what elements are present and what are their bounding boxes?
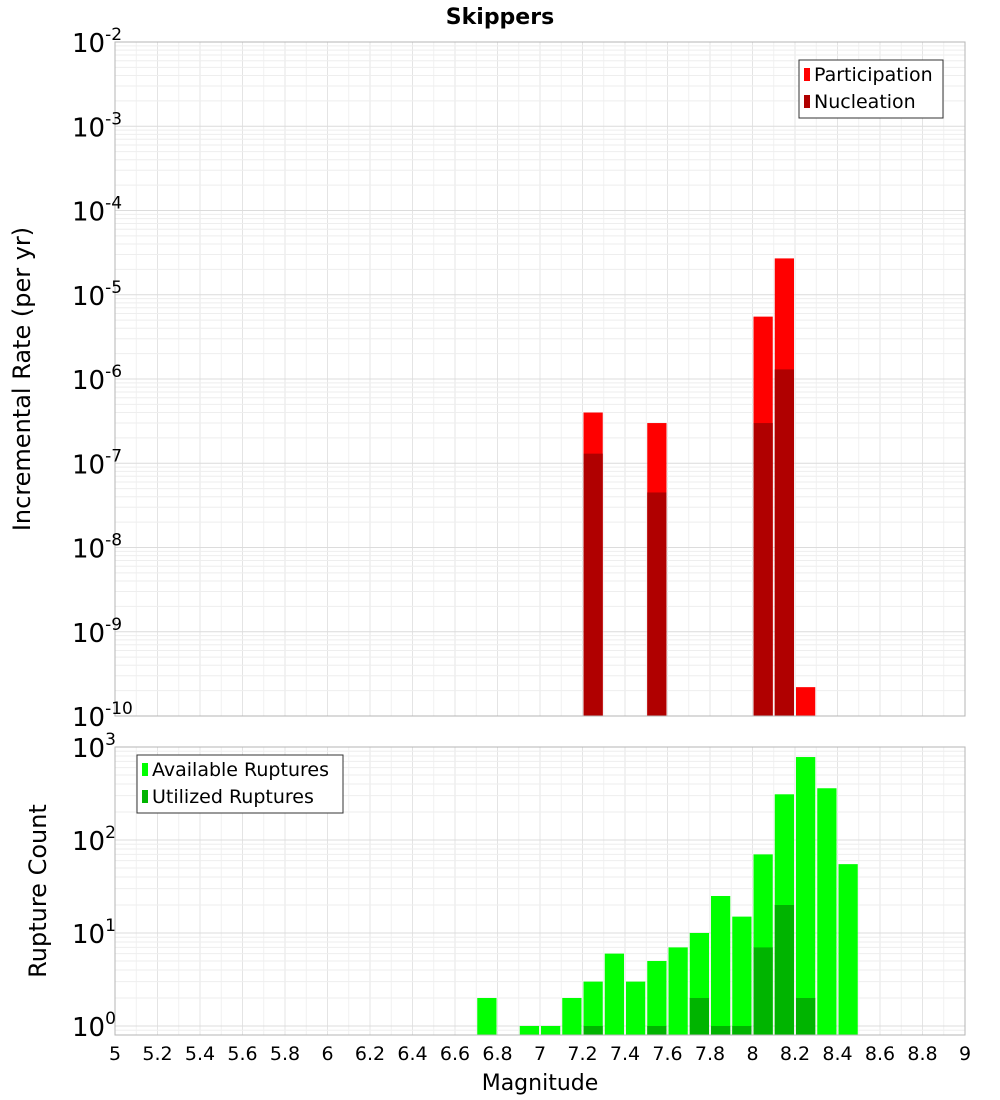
y-tick-label: 10-7 bbox=[72, 446, 122, 480]
bar-utilized-ruptures bbox=[796, 997, 816, 1035]
x-tick-label: 8.8 bbox=[907, 1043, 937, 1065]
legend-swatch bbox=[142, 790, 148, 803]
y-tick-label: 10-5 bbox=[72, 278, 122, 312]
bottom-panel: 103 102 101 100 Rupture Count Available Ruptu… bbox=[24, 730, 966, 1043]
bar-available-ruptures bbox=[519, 1025, 539, 1035]
y-tick-label: 101 bbox=[72, 916, 116, 950]
x-tick-label: 6.2 bbox=[355, 1043, 385, 1065]
bar-available-ruptures bbox=[711, 895, 731, 1035]
y-axis-label: Incremental Rate (per yr) bbox=[8, 227, 36, 531]
legend-box bbox=[798, 59, 944, 119]
y-tick-label: 103 bbox=[72, 730, 116, 764]
bar-utilized-ruptures bbox=[753, 947, 773, 1035]
bar-utilized-ruptures bbox=[583, 1025, 603, 1035]
x-tick-label: 7.4 bbox=[610, 1043, 640, 1065]
y-tick-label: 10-10 bbox=[72, 699, 133, 733]
x-tick-label: 5.6 bbox=[227, 1043, 257, 1065]
x-tick-label: 8.4 bbox=[822, 1043, 852, 1065]
plot-frame bbox=[114, 41, 966, 717]
legend-box bbox=[136, 754, 344, 814]
bar-nucleation bbox=[647, 492, 667, 716]
x-tick-label: 6 bbox=[321, 1043, 333, 1065]
bar-nucleation bbox=[753, 423, 773, 716]
bar-utilized-ruptures bbox=[689, 997, 709, 1035]
x-tick-label: 6.4 bbox=[397, 1043, 427, 1065]
y-tick-label: 10-2 bbox=[72, 25, 122, 59]
legend: Participation Nucleation bbox=[798, 59, 944, 119]
y-tick-label: 100 bbox=[72, 1009, 116, 1043]
y-tick-label: 10-8 bbox=[72, 531, 122, 565]
x-tick-label: 5.4 bbox=[185, 1043, 215, 1065]
bar-utilized-ruptures bbox=[732, 1025, 752, 1035]
legend-swatch bbox=[804, 68, 810, 81]
y-tick-label: 10-4 bbox=[72, 194, 122, 228]
x-tick-label: 7.6 bbox=[652, 1043, 682, 1065]
bar-available-ruptures bbox=[732, 916, 752, 1035]
legend-entry: Available Ruptures bbox=[152, 759, 329, 781]
bar-utilized-ruptures bbox=[647, 1025, 667, 1035]
bar-utilized-ruptures bbox=[774, 904, 794, 1035]
legend-swatch bbox=[804, 95, 810, 108]
bar-available-ruptures bbox=[604, 953, 624, 1035]
bar-available-ruptures bbox=[838, 864, 858, 1035]
y-tick-label: 10-6 bbox=[72, 362, 122, 396]
x-tick-label: 7.2 bbox=[567, 1043, 597, 1065]
chart-title: Skippers bbox=[446, 5, 554, 30]
y-tick-label: 102 bbox=[72, 823, 116, 857]
bar-utilized-ruptures bbox=[711, 1025, 731, 1035]
bar-available-ruptures bbox=[562, 997, 582, 1035]
x-tick-label: 9 bbox=[959, 1043, 971, 1065]
bar-available-ruptures bbox=[796, 757, 816, 1035]
legend: Available Ruptures Utilized Ruptures bbox=[136, 754, 344, 814]
x-tick-label: 8.6 bbox=[865, 1043, 895, 1065]
x-axis: 5 5.2 5.4 5.6 5.8 6 6.2 6.4 6.6 6.8 7 7.2 7.4 7.6 7.8 8… bbox=[109, 1043, 971, 1065]
y-tick-label: 10-9 bbox=[72, 615, 122, 649]
bar-available-ruptures bbox=[626, 981, 646, 1035]
x-tick-label: 5.2 bbox=[142, 1043, 172, 1065]
x-tick-label: 7 bbox=[534, 1043, 546, 1065]
bar-available-ruptures bbox=[583, 981, 603, 1035]
x-tick-label: 6.6 bbox=[440, 1043, 470, 1065]
legend-swatch bbox=[142, 763, 148, 776]
x-tick-label: 7.8 bbox=[695, 1043, 725, 1065]
plot-frame bbox=[114, 746, 966, 1036]
y-tick-label: 10-3 bbox=[72, 109, 122, 143]
x-tick-label: 6.8 bbox=[482, 1043, 512, 1065]
legend-entry: Utilized Ruptures bbox=[152, 786, 314, 808]
legend-entry: Participation bbox=[814, 64, 933, 86]
x-tick-label: 5.8 bbox=[270, 1043, 300, 1065]
bar-nucleation bbox=[774, 369, 794, 716]
bar-nucleation bbox=[583, 453, 603, 716]
bar-available-ruptures bbox=[668, 947, 688, 1035]
bar-available-ruptures bbox=[647, 960, 667, 1035]
legend-entry: Nucleation bbox=[814, 91, 916, 113]
bar-participation bbox=[796, 687, 816, 716]
bar-available-ruptures bbox=[477, 997, 497, 1035]
top-panel: 10-2 10-3 10-4 10-5 10-6 10-7 10-8 10-9 10-10 Inc… bbox=[8, 25, 966, 733]
x-tick-label: 8.2 bbox=[780, 1043, 810, 1065]
y-axis-label: Rupture Count bbox=[24, 804, 52, 978]
x-tick-label: 8 bbox=[746, 1043, 758, 1065]
x-axis-label: Magnitude bbox=[482, 1071, 599, 1096]
bar-available-ruptures bbox=[541, 1025, 561, 1035]
x-tick-label: 5 bbox=[109, 1043, 121, 1065]
bar-available-ruptures bbox=[817, 788, 837, 1035]
